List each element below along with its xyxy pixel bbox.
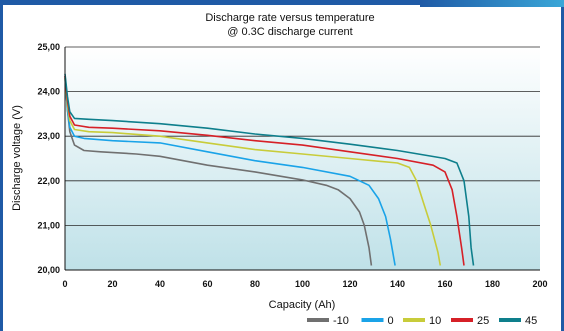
x-tick-label: 20 xyxy=(107,279,117,289)
legend-swatch-10 xyxy=(403,318,425,322)
axes xyxy=(64,47,540,271)
chart-title: Discharge rate versus temperature xyxy=(205,12,374,24)
x-tick-label: 140 xyxy=(390,279,405,289)
y-axis-label: Discharge voltage (V) xyxy=(11,105,23,211)
x-tick-label: 160 xyxy=(437,279,452,289)
y-tick-label: 23,00 xyxy=(37,131,60,141)
legend-swatch--10 xyxy=(307,318,329,322)
legend-swatch-45 xyxy=(499,318,521,322)
y-tick-labels: 20,00 21,00 22,00 23,00 24,00 25,00 xyxy=(37,42,60,275)
y-tick-label: 22,00 xyxy=(37,176,60,186)
x-tick-label: 60 xyxy=(202,279,212,289)
header-accent-bar xyxy=(420,0,564,7)
legend-label-0: 0 xyxy=(388,315,394,327)
legend-label-10: 10 xyxy=(429,315,441,327)
legend-swatch-25 xyxy=(451,318,473,322)
legend: -10 0 10 25 45 xyxy=(307,315,537,327)
y-tick-label: 24,00 xyxy=(37,87,60,97)
legend-swatch-0 xyxy=(361,318,384,322)
legend-label--10: -10 xyxy=(333,315,349,327)
chart-subtitle: @ 0.3C discharge current xyxy=(227,26,353,38)
series-line-25 xyxy=(64,75,465,266)
legend-label-45: 45 xyxy=(525,315,537,327)
series-line-0 xyxy=(64,78,396,266)
x-tick-label: 180 xyxy=(485,279,500,289)
series-line--10 xyxy=(64,75,373,266)
x-axis-label: Capacity (Ah) xyxy=(269,299,336,311)
series-lines xyxy=(64,73,475,266)
x-tick-label: 40 xyxy=(155,279,165,289)
y-tick-label: 20,00 xyxy=(37,265,60,275)
x-tick-labels: 0 20 40 60 80 100 120 140 160 180 200 xyxy=(62,279,547,289)
legend-label-25: 25 xyxy=(477,315,489,327)
x-tick-label: 200 xyxy=(532,279,547,289)
series-line-45 xyxy=(64,73,475,266)
y-tick-label: 25,00 xyxy=(37,42,60,52)
x-tick-label: 120 xyxy=(342,279,357,289)
y-tick-label: 21,00 xyxy=(37,220,60,230)
plot-area xyxy=(65,47,540,270)
x-tick-label: 100 xyxy=(295,279,310,289)
x-tick-label: 80 xyxy=(250,279,260,289)
series-line-10 xyxy=(64,78,442,266)
x-tick-label: 0 xyxy=(62,279,67,289)
